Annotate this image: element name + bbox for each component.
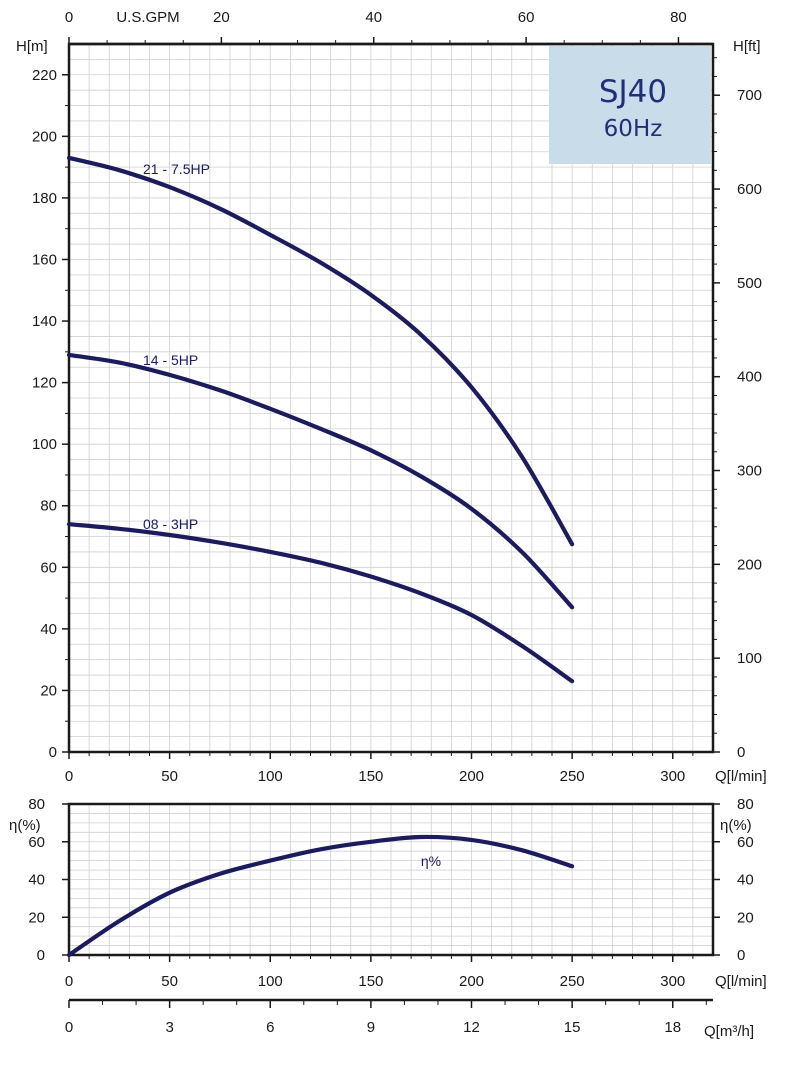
y-tick-label: 160 (32, 251, 57, 268)
flow-tick-label: 12 (463, 1019, 480, 1036)
flow-tick-label: 3 (165, 1019, 173, 1036)
eff-x-tick-label: 300 (660, 973, 685, 990)
curve-21-7-5hp (66, 155, 575, 547)
eff-y-tick-label: 60 (28, 834, 45, 851)
eff-y-tick-label: 40 (28, 872, 45, 889)
eff-x-tick-label: 250 (560, 973, 585, 990)
right-tick-label: 0 (737, 744, 745, 761)
chart-title: SJ40 (599, 74, 667, 110)
x-tick-label: 50 (161, 768, 178, 785)
top-tick-label: 20 (213, 9, 230, 26)
flow-tick-label: 9 (367, 1019, 375, 1036)
flow-tick-label: 15 (564, 1019, 581, 1036)
efficiency-curve-label: η% (421, 853, 441, 869)
right-tick-label: 700 (737, 87, 762, 104)
eff-right-tick-label: 0 (737, 947, 745, 964)
y-tick-label: 0 (49, 744, 57, 761)
y-tick-label: 40 (40, 621, 57, 638)
x-tick-label: 100 (258, 768, 283, 785)
eff-x-tick-label: 100 (258, 973, 283, 990)
eff-y-axis-label: η(%) (9, 817, 41, 834)
top-tick-label: 0 (65, 9, 73, 26)
eff-x-tick-label: 50 (161, 973, 178, 990)
flow-axis-label: Q[m³/h] (704, 1023, 754, 1040)
title-box (549, 46, 711, 164)
eff-right-tick-label: 40 (737, 872, 754, 889)
flow-tick-label: 0 (65, 1019, 73, 1036)
eff-right-tick-label: 80 (737, 796, 754, 813)
x-tick-label: 300 (660, 768, 685, 785)
curve-14-5hp (66, 352, 575, 610)
eff-y-tick-label: 20 (28, 909, 45, 926)
x-tick-label: 0 (65, 768, 73, 785)
eff-x-tick-label: 0 (65, 973, 73, 990)
y-tick-label: 200 (32, 128, 57, 145)
right-tick-label: 200 (737, 556, 762, 573)
eff-right-tick-label: 20 (737, 909, 754, 926)
top-tick-label: 60 (518, 9, 535, 26)
right-tick-label: 100 (737, 650, 762, 667)
y-tick-label: 180 (32, 190, 57, 207)
y-tick-label: 100 (32, 436, 57, 453)
right-tick-label: 300 (737, 463, 762, 480)
eff-x-axis-label: Q[l/min] (715, 973, 767, 990)
y-tick-label: 80 (40, 498, 57, 515)
eff-right-tick-label: 60 (737, 834, 754, 851)
eff-y-tick-label: 0 (37, 947, 45, 964)
eff-x-tick-label: 200 (459, 973, 484, 990)
eff-y-tick-label: 80 (28, 796, 45, 813)
right-axis-label: H[ft] (733, 38, 761, 55)
right-tick-label: 600 (737, 181, 762, 198)
x-tick-label: 200 (459, 768, 484, 785)
right-tick-label: 500 (737, 275, 762, 292)
y-tick-label: 20 (40, 682, 57, 699)
top-tick-label: 80 (670, 9, 687, 26)
y-tick-label: 140 (32, 313, 57, 330)
eff-x-tick-label: 150 (358, 973, 383, 990)
top-tick-label: 40 (365, 9, 382, 26)
right-tick-label: 400 (737, 369, 762, 386)
top-axis-label: U.S.GPM (116, 9, 179, 26)
curve-label: 21 - 7.5HP (143, 161, 210, 177)
curve-label: 08 - 3HP (143, 516, 198, 532)
y-tick-label: 120 (32, 375, 57, 392)
y-axis-label: H[m] (16, 38, 48, 55)
chart-subtitle: 60Hz (604, 116, 663, 142)
x-axis-label: Q[l/min] (715, 768, 767, 785)
y-tick-label: 60 (40, 559, 57, 576)
y-tick-label: 220 (32, 67, 57, 84)
flow-tick-label: 18 (664, 1019, 681, 1036)
flow-tick-label: 6 (266, 1019, 274, 1036)
x-tick-label: 250 (560, 768, 585, 785)
curve-efficiency (66, 834, 575, 958)
curve-label: 14 - 5HP (143, 352, 198, 368)
curve-08-3hp (66, 522, 575, 684)
eff-right-axis-label: η(%) (720, 817, 752, 834)
x-tick-label: 150 (358, 768, 383, 785)
